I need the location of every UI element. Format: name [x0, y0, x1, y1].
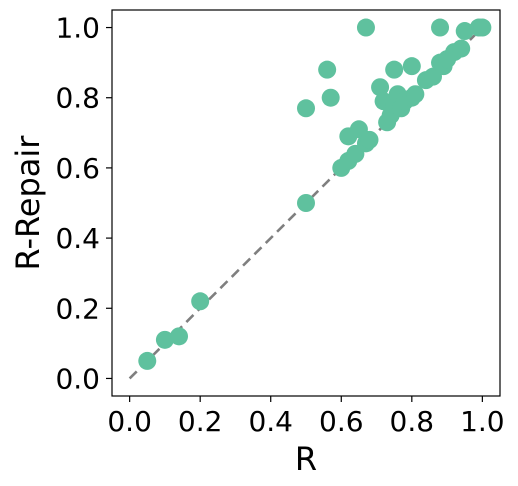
data-point	[321, 88, 340, 107]
plot-frame	[111, 9, 501, 397]
x-axis-label: R	[295, 440, 317, 478]
data-point	[360, 130, 379, 149]
y-tick-label: 0.8	[55, 82, 100, 115]
data-point	[297, 194, 315, 212]
data-point	[455, 22, 474, 41]
y-tick-label: 0.4	[55, 222, 100, 255]
data-point	[138, 351, 157, 370]
data-point	[356, 18, 375, 37]
data-point	[431, 18, 450, 37]
data-point	[385, 60, 404, 79]
y-axis-label: R-Repair	[9, 135, 47, 271]
data-point	[297, 99, 315, 118]
data-point	[406, 85, 425, 104]
y-tick-label: 0.2	[55, 292, 100, 325]
x-tick-label: 0.4	[248, 405, 293, 438]
y-tick-label: 0.6	[55, 152, 100, 185]
y-tick-label: 0.0	[55, 362, 100, 395]
y-tick-label: 1.0	[55, 12, 100, 45]
x-axis-ticks: 0.0 0.2 0.4 0.6 0.8 1.0	[107, 396, 505, 438]
y-axis-ticks: 0.0 0.2 0.4 0.6 0.8 1.0	[55, 12, 112, 395]
x-tick-label: 0.0	[107, 405, 152, 438]
x-tick-label: 0.6	[319, 405, 364, 438]
data-point	[155, 330, 174, 349]
x-tick-label: 1.0	[460, 405, 505, 438]
x-tick-label: 0.2	[178, 405, 223, 438]
data-point	[371, 78, 390, 97]
x-tick-label: 0.8	[390, 405, 435, 438]
data-point	[452, 39, 471, 58]
data-point	[191, 292, 210, 311]
data-point	[473, 18, 492, 37]
data-point	[170, 327, 189, 346]
data-point	[318, 60, 337, 79]
data-point	[402, 57, 421, 76]
points-layer	[138, 18, 492, 370]
